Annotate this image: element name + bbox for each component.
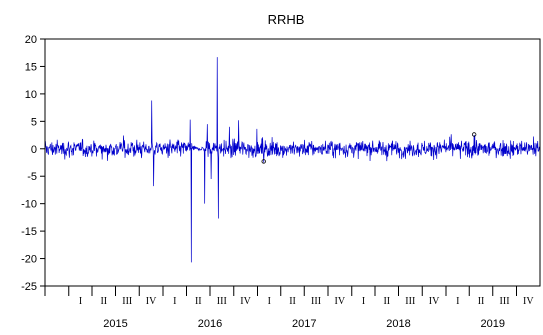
y-tick-label: -15	[21, 226, 37, 238]
x-quarter-label: I	[173, 296, 176, 307]
x-quarter-label: IV	[335, 296, 346, 307]
x-quarter-label: II	[100, 296, 107, 307]
x-quarter-label: II	[383, 296, 390, 307]
x-year-label: 2019	[481, 318, 505, 330]
y-tick-label: -20	[21, 254, 37, 266]
x-quarter-label: II	[478, 296, 485, 307]
x-quarter-label: IV	[523, 296, 534, 307]
x-year-label: 2016	[198, 318, 222, 330]
x-quarter-label: IV	[146, 296, 157, 307]
x-quarter-label: I	[456, 296, 459, 307]
y-tick-label: -10	[21, 199, 37, 211]
x-quarter-label: II	[195, 296, 202, 307]
y-tick-label: 10	[25, 89, 37, 101]
x-quarter-label: III	[311, 296, 321, 307]
x-year-label: 2018	[386, 318, 410, 330]
x-quarter-label: II	[289, 296, 296, 307]
y-tick-label: 0	[31, 144, 37, 156]
x-quarter-label: IV	[240, 296, 251, 307]
x-quarter-label: III	[500, 296, 510, 307]
y-tick-label: -25	[21, 281, 37, 293]
y-tick-label: 15	[25, 61, 37, 73]
x-quarter-label: III	[405, 296, 415, 307]
outlier-marker	[261, 159, 266, 164]
y-tick-label: 5	[31, 116, 37, 128]
chart-title: RRHB	[268, 12, 305, 27]
x-quarter-label: I	[268, 296, 271, 307]
x-quarter-label: I	[362, 296, 365, 307]
series-line	[44, 57, 541, 263]
x-quarter-label: III	[122, 296, 132, 307]
x-quarter-label: I	[79, 296, 82, 307]
y-tick-label: 20	[25, 34, 37, 46]
x-quarter-label: III	[217, 296, 227, 307]
x-year-label: 2015	[103, 318, 127, 330]
outlier-marker	[471, 132, 477, 137]
plot-frame	[44, 38, 541, 287]
x-year-label: 2017	[292, 318, 316, 330]
y-tick-label: -5	[27, 171, 37, 183]
x-quarter-label: IV	[429, 296, 440, 307]
